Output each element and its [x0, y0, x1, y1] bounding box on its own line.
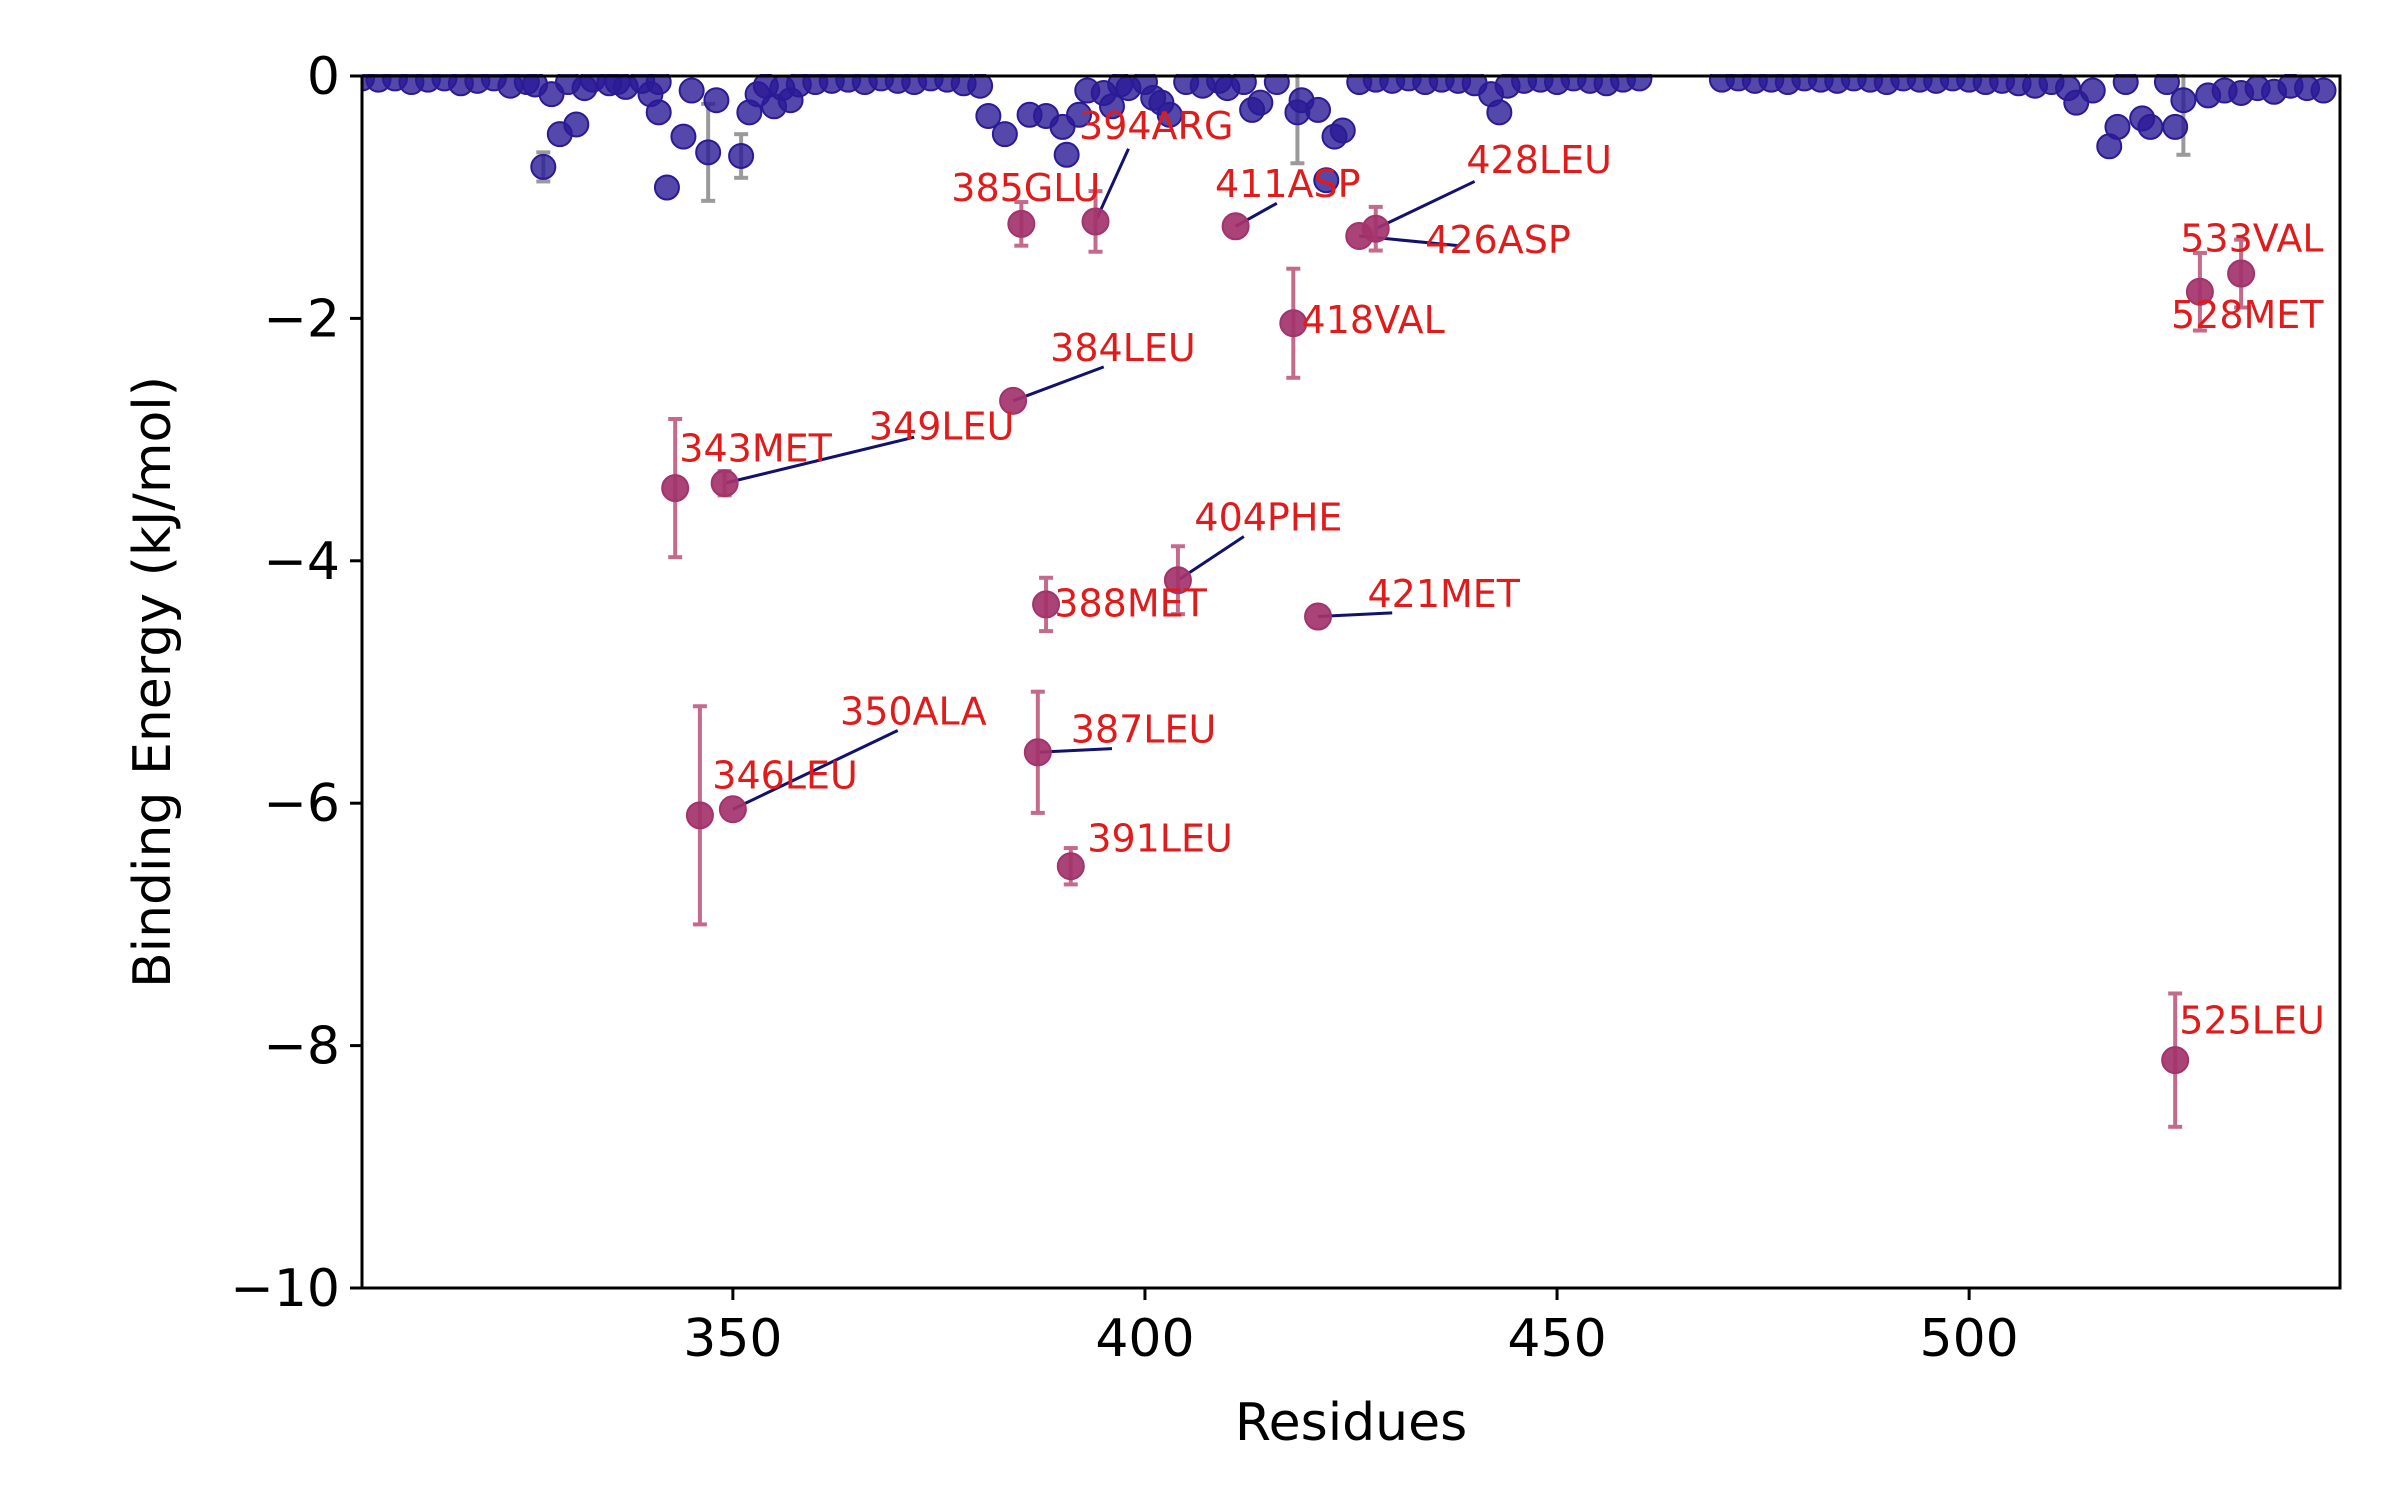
- residue-350ALA-leader-line: [732, 729, 899, 811]
- residue-391LEU-label: 391LEU: [1087, 817, 1233, 861]
- background-point-29: [695, 139, 722, 166]
- residue-labels: 343MET 346LEU 349LEU 350ALA 384LEU 385GLU 387L…: [679, 104, 2325, 1042]
- y-tick-label--6: −6: [263, 774, 340, 834]
- residue-428LEU-leader-line: [1375, 180, 1476, 231]
- background-points: [362, 74, 2337, 201]
- hotspot-error-bars: [668, 189, 2249, 1129]
- residue-391LEU-point: [1056, 852, 1085, 881]
- background-error-bars: [536, 74, 2191, 203]
- residue-343MET-point: [661, 474, 690, 503]
- residue-421MET-point: [1304, 602, 1333, 631]
- residue-525LEU-point: [2161, 1046, 2190, 1075]
- residue-388MET-label: 388MET: [1054, 582, 1207, 626]
- residue-349LEU-label: 349LEU: [869, 405, 1015, 449]
- residue-404PHE-label: 404PHE: [1194, 496, 1342, 540]
- residue-404PHE-point: [1163, 566, 1192, 595]
- residue-350ALA-point: [718, 795, 747, 824]
- background-point-73: [1263, 74, 1290, 96]
- residue-388MET-point: [1032, 590, 1061, 619]
- residue-349LEU-point: [710, 469, 739, 498]
- background-point-65: [1156, 101, 1183, 128]
- residue-394ARG-point: [1081, 207, 1110, 236]
- residue-418VAL-label: 418VAL: [1302, 298, 1445, 342]
- background-point-22: [563, 111, 590, 138]
- x-tick-label-400: 400: [1095, 1309, 1194, 1369]
- background-point-55: [1053, 141, 1080, 168]
- background-point-129: [2162, 113, 2189, 140]
- residue-385GLU-point: [1007, 209, 1036, 238]
- background-point-50: [975, 102, 1002, 129]
- background-point-27: [670, 123, 697, 150]
- background-point-25: [645, 99, 672, 126]
- residue-528MET-label: 528MET: [2171, 293, 2324, 337]
- label-leader-lines: [724, 148, 1476, 811]
- residue-346LEU-label: 346LEU: [712, 754, 858, 798]
- background-point-128: [2153, 74, 2180, 96]
- residue-384LEU-leader-line: [1012, 365, 1105, 403]
- background-point-125: [2112, 74, 2139, 96]
- residue-411ASP-label: 411ASP: [1215, 162, 1361, 206]
- background-point-49: [967, 74, 994, 99]
- background-point-51: [991, 121, 1018, 148]
- background-point-122: [2079, 77, 2106, 104]
- residue-533VAL-label: 533VAL: [2180, 217, 2323, 261]
- residue-528MET-point: [2185, 277, 2214, 306]
- residue-350ALA-label: 350ALA: [840, 689, 987, 733]
- residue-428LEU-label: 428LEU: [1466, 138, 1612, 182]
- residue-384LEU-point: [999, 386, 1028, 415]
- background-point-31: [728, 142, 755, 169]
- y-tick-label-0: 0: [307, 47, 340, 107]
- residue-411ASP-point: [1221, 212, 1250, 241]
- background-point-23: [604, 74, 631, 96]
- hotspot-points: [661, 207, 2256, 1075]
- background-point-76: [1305, 96, 1332, 123]
- background-point-77: [1313, 167, 1340, 194]
- background-point-20: [530, 153, 557, 180]
- plot-frame: [360, 74, 2342, 1290]
- residue-421MET-label: 421MET: [1367, 572, 1520, 616]
- residue-533VAL-point: [2227, 259, 2256, 288]
- residue-384LEU-label: 384LEU: [1050, 326, 1196, 370]
- residue-385GLU-label: 385GLU: [951, 166, 1100, 210]
- background-point-98: [1626, 74, 1653, 92]
- background-point-28: [678, 77, 705, 104]
- background-point-138: [2310, 77, 2337, 104]
- residue-349LEU-leader-line: [724, 435, 915, 485]
- y-tick-label--8: −8: [263, 1017, 340, 1077]
- x-tick-label-350: 350: [683, 1309, 782, 1369]
- y-tick-label--4: −4: [263, 532, 340, 592]
- residue-394ARG-label: 394ARG: [1079, 104, 1233, 148]
- background-point-124: [2104, 113, 2131, 140]
- residue-426ASP-label: 426ASP: [1425, 218, 1571, 262]
- background-point-79: [1329, 117, 1356, 144]
- background-point-26: [653, 174, 680, 201]
- background-point-30: [703, 87, 730, 114]
- residue-346LEU-point: [685, 801, 714, 830]
- background-point-130: [2170, 87, 2197, 114]
- x-tick-label-500: 500: [1919, 1309, 2018, 1369]
- y-axis-title: Binding Energy (kJ/mol): [123, 376, 183, 988]
- background-point-72: [1247, 89, 1274, 116]
- x-tick-label-450: 450: [1507, 1309, 1606, 1369]
- residue-343MET-label: 343MET: [679, 426, 832, 470]
- residue-428LEU-point: [1361, 214, 1390, 243]
- residue-387LEU-point: [1023, 738, 1052, 767]
- y-tick-label--2: −2: [263, 289, 340, 349]
- axis-ticks: 350 400 450 500 0 −2 −4 −6 −8 −10: [230, 47, 2019, 1369]
- y-tick-label--10: −10: [230, 1259, 340, 1319]
- x-axis-title: Residues: [1235, 1393, 1467, 1453]
- residue-525LEU-label: 525LEU: [2179, 998, 2325, 1042]
- background-point-56: [1066, 101, 1093, 128]
- background-point-127: [2137, 113, 2164, 140]
- background-point-89: [1486, 99, 1513, 126]
- residue-418VAL-point: [1279, 309, 1308, 338]
- residue-387LEU-label: 387LEU: [1071, 708, 1217, 752]
- background-point-70: [1230, 74, 1257, 96]
